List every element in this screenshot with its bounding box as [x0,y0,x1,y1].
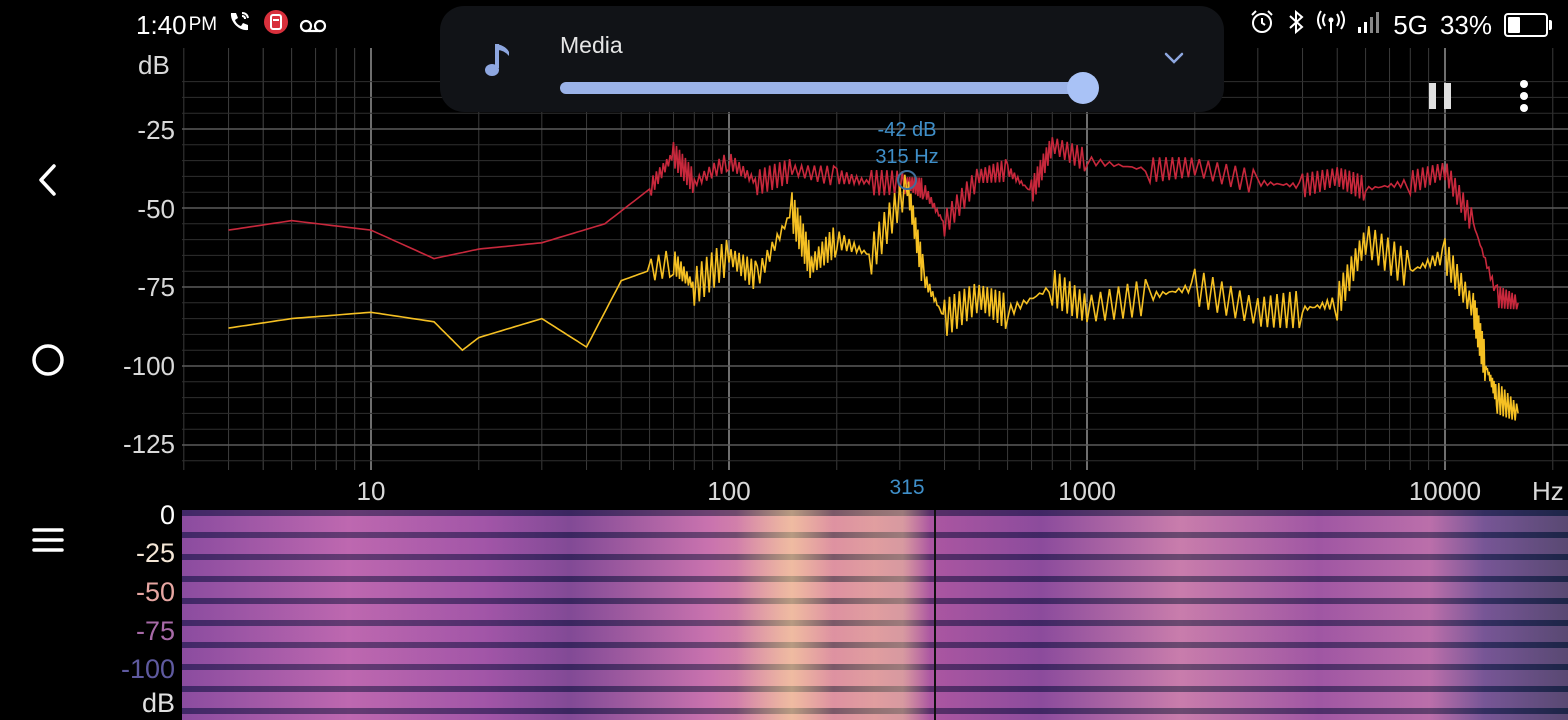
y-tick-label: -50 [137,194,175,224]
spectrum-grid [182,48,1568,470]
volume-stream-label: Media [560,32,623,58]
y-tick-label: -125 [122,429,175,459]
clock: 1:40 [136,9,187,40]
x-tick-label: 10 [356,476,386,506]
y-tick-label: -25 [137,115,175,145]
clock-ampm: PM [188,14,218,35]
back-button[interactable] [24,156,72,204]
battery-percent: 33% [1439,9,1492,40]
spectrum-peak-line [228,137,1519,310]
spectrum-y-unit: dB [138,50,170,80]
x-tick-label: 10000 [1408,476,1482,506]
battery-fill [1508,17,1520,33]
spectrogram-tick-label: -50 [135,577,175,607]
volume-panel: Media [440,6,1224,112]
alarm-icon [1249,9,1275,42]
cursor-frequency-label: 315 [889,476,925,499]
peak-db-readout: -42 dB [877,119,937,141]
bluetooth-icon [1287,9,1305,42]
spectrogram-tick-label: -25 [135,538,175,568]
home-button[interactable] [24,336,72,384]
spectrogram-tick-label: -75 [135,616,175,646]
spectrum-chart [182,48,1568,470]
y-tick-label: -100 [122,351,175,381]
spectrum-x-unit: Hz [1532,476,1564,506]
spectrogram-y-unit: dB [141,688,175,718]
more-options-button[interactable] [1508,76,1540,116]
navigation-bar [0,0,100,720]
recents-button[interactable] [24,516,72,564]
x-tick-label: 100 [707,476,751,506]
volume-slider[interactable] [560,82,1084,94]
more-vert-icon [1520,80,1528,112]
pause-button[interactable] [1420,78,1460,114]
x-tick-label: 1000 [1058,476,1116,506]
voicemail-icon [299,10,327,41]
back-icon [39,164,56,196]
expand-button[interactable] [1162,50,1186,71]
spectrum-current-line [228,174,1519,421]
menu-lines-icon [32,528,64,552]
spectrogram [182,510,1568,720]
y-tick-label: -75 [137,272,175,302]
signal-icon [1357,10,1381,41]
spectrogram-tick-label: -100 [120,654,175,684]
pause-icon [1429,83,1451,109]
peak-hz-readout: 315 Hz [875,146,939,168]
wifi-calling-icon [227,10,253,41]
notification-app-icon [263,9,289,42]
hotspot-icon [1317,9,1346,42]
peak-marker [897,170,917,190]
music-note-icon [484,40,512,85]
spectrogram-tick-label: 0 [159,500,175,530]
volume-slider-thumb[interactable] [1067,72,1099,104]
chevron-down-icon [1164,52,1184,64]
battery-icon [1504,13,1552,37]
status-bar-left: 1:40 PM [136,9,327,42]
network-type: 5G [1393,9,1428,40]
home-icon [32,344,64,376]
status-bar-right: 5G 33% [1249,9,1552,42]
spectrogram-cursor-line [934,510,936,720]
